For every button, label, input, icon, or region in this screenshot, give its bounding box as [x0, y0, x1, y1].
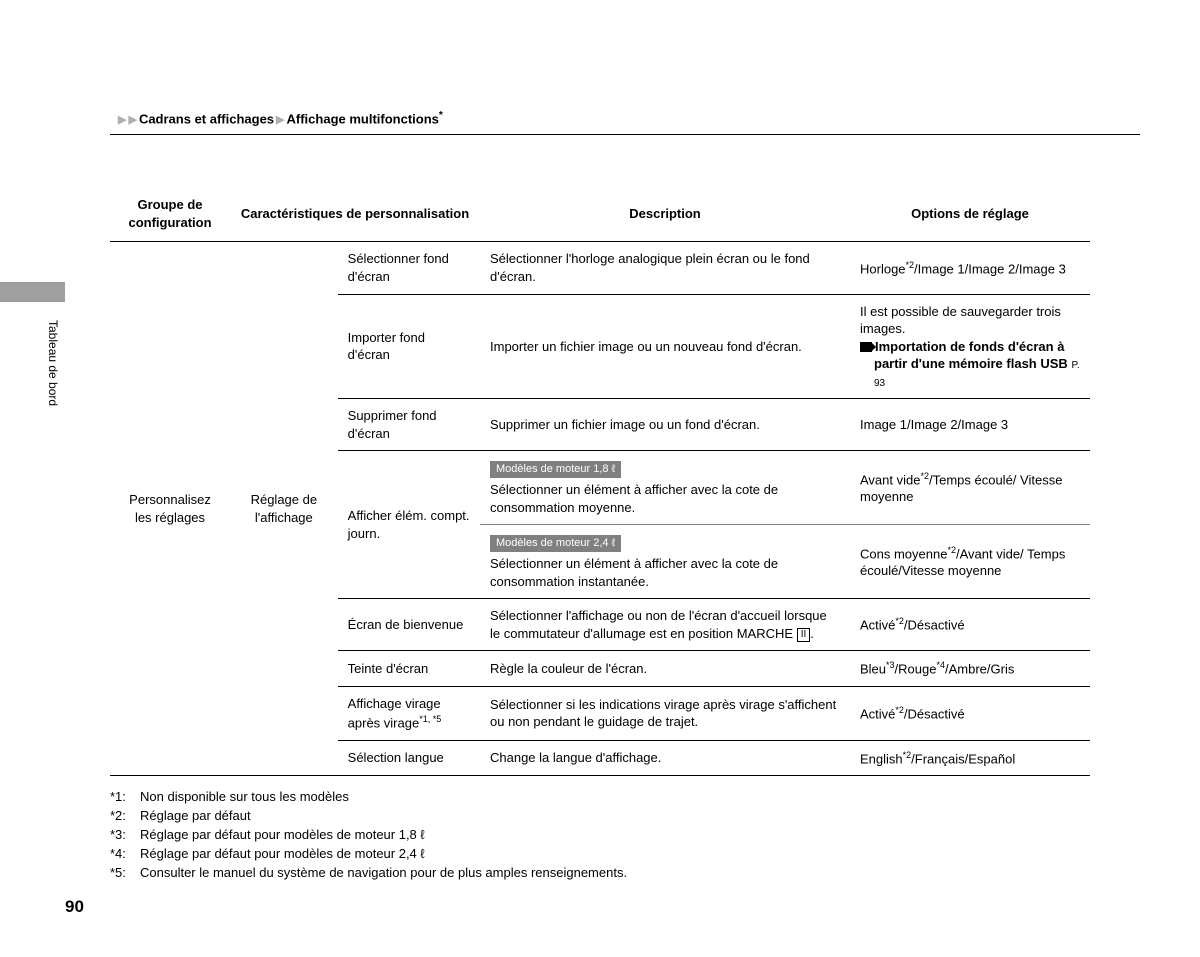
side-tab-highlight: [0, 282, 65, 302]
opt-cell: Bleu*3/Rouge*4/Ambre/Gris: [850, 651, 1090, 687]
footnote-text: Réglage par défaut pour modèles de moteu…: [140, 826, 425, 845]
page-content: ▶▶Cadrans et affichages▶Affichage multif…: [0, 0, 1200, 957]
breadcrumb-arrow-icon: ▶: [128, 114, 136, 126]
opt-text: English: [860, 751, 903, 766]
item-cell: Importer fond d'écran: [338, 294, 480, 399]
opt-text: Il est possible de sauvegarder trois ima…: [860, 303, 1080, 338]
desc-cell: Règle la couleur de l'écran.: [480, 651, 850, 687]
footnote-text: Réglage par défaut: [140, 807, 251, 826]
item-cell: Sélection langue: [338, 740, 480, 776]
footnote: *1:Non disponible sur tous les modèles: [110, 788, 1140, 807]
opt-cell: Image 1/Image 2/Image 3: [850, 399, 1090, 451]
desc-cell: Sélectionner l'horloge analogique plein …: [480, 242, 850, 294]
opt-sup: *4: [936, 660, 945, 670]
table-row: Personnalisez les réglages Réglage de l'…: [110, 242, 1090, 294]
desc-text: Sélectionner un élément à afficher avec …: [490, 482, 778, 515]
breadcrumb-arrow-icon: ▶: [276, 114, 284, 126]
col-header-group: Groupe de configuration: [110, 190, 230, 242]
engine-tag: Modèles de moteur 1,8 ℓ: [490, 461, 621, 478]
opt-sup: *2: [895, 616, 904, 626]
opt-sup: *2: [895, 705, 904, 715]
desc-cell: Sélectionner l'affichage ou non de l'écr…: [480, 599, 850, 651]
opt-text: /Désactivé: [904, 706, 965, 721]
opt-bold: Importation de fonds d'écran à partir d'…: [874, 339, 1068, 372]
opt-cell: Horloge*2/Image 1/Image 2/Image 3: [850, 242, 1090, 294]
opt-text: Activé: [860, 618, 895, 633]
desc-text: .: [810, 626, 814, 641]
opt-cell: Avant vide*2/Temps écoulé/ Vitesse moyen…: [850, 451, 1090, 525]
engine-tag: Modèles de moteur 2,4 ℓ: [490, 535, 621, 552]
opt-sup: *2: [906, 260, 915, 270]
settings-table: Groupe de configuration Caractéristiques…: [110, 190, 1090, 776]
desc-cell: Supprimer un fichier image ou un fond d'…: [480, 399, 850, 451]
opt-cell: Il est possible de sauvegarder trois ima…: [850, 294, 1090, 399]
opt-text: Activé: [860, 706, 895, 721]
feature-cell: Réglage de l'affichage: [230, 242, 338, 776]
item-cell: Afficher élém. compt. journ.: [338, 451, 480, 599]
opt-sup: *2: [947, 545, 956, 555]
col-header-desc: Description: [480, 190, 850, 242]
breadcrumb-segment: Affichage multifonctions: [287, 111, 439, 126]
footnote-text: Non disponible sur tous les modèles: [140, 788, 349, 807]
item-cell: Affichage virage après virage*1, *5: [338, 687, 480, 740]
opt-cell: English*2/Français/Español: [850, 740, 1090, 776]
opt-sup: *2: [920, 471, 929, 481]
breadcrumb-arrow-icon: ▶: [118, 114, 126, 126]
table-header-row: Groupe de configuration Caractéristiques…: [110, 190, 1090, 242]
desc-cell: Sélectionner si les indications virage a…: [480, 687, 850, 740]
side-tab-label: Tableau de bord: [46, 320, 60, 406]
desc-text: Sélectionner un élément à afficher avec …: [490, 556, 778, 589]
opt-text: /Ambre/Gris: [945, 662, 1014, 677]
desc-cell: Modèles de moteur 2,4 ℓ Sélectionner un …: [480, 525, 850, 599]
footnotes: *1:Non disponible sur tous les modèles *…: [110, 788, 1140, 882]
breadcrumb: ▶▶Cadrans et affichages▶Affichage multif…: [118, 110, 1140, 126]
opt-text: /Rouge: [895, 662, 937, 677]
opt-cell: Activé*2/Désactivé: [850, 599, 1090, 651]
breadcrumb-segment: Cadrans et affichages: [139, 111, 274, 126]
footnote: *5:Consulter le manuel du système de nav…: [110, 864, 1140, 883]
opt-text: Cons moyenne: [860, 546, 947, 561]
footnote-label: *3:: [110, 826, 140, 845]
opt-text: Bleu: [860, 662, 886, 677]
desc-cell: Modèles de moteur 1,8 ℓ Sélectionner un …: [480, 451, 850, 525]
opt-cell: Cons moyenne*2/Avant vide/ Temps écoulé/…: [850, 525, 1090, 599]
header-rule: [110, 134, 1140, 135]
breadcrumb-asterisk: *: [439, 110, 443, 121]
footnote: *3:Réglage par défaut pour modèles de mo…: [110, 826, 1140, 845]
item-cell: Écran de bienvenue: [338, 599, 480, 651]
footnote-text: Consulter le manuel du système de naviga…: [140, 864, 627, 883]
opt-text: /Français/Español: [911, 751, 1015, 766]
opt-text: Horloge: [860, 261, 906, 276]
cross-reference-icon: [860, 342, 872, 352]
item-cell: Supprimer fond d'écran: [338, 399, 480, 451]
desc-cell: Change la langue d'affichage.: [480, 740, 850, 776]
opt-sup: *2: [903, 750, 912, 760]
opt-text: /Image 1/Image 2/Image 3: [914, 261, 1066, 276]
ignition-position-icon: II: [797, 628, 811, 642]
opt-cell: Activé*2/Désactivé: [850, 687, 1090, 740]
footnote: *2:Réglage par défaut: [110, 807, 1140, 826]
footnote: *4:Réglage par défaut pour modèles de mo…: [110, 845, 1140, 864]
footnote-label: *2:: [110, 807, 140, 826]
page-number: 90: [65, 897, 1140, 917]
col-header-opt: Options de réglage: [850, 190, 1090, 242]
footnote-label: *1:: [110, 788, 140, 807]
col-header-feature: Caractéristiques de personnalisation: [230, 190, 480, 242]
opt-sup: *3: [886, 660, 895, 670]
footnote-label: *4:: [110, 845, 140, 864]
item-cell: Teinte d'écran: [338, 651, 480, 687]
footnote-label: *5:: [110, 864, 140, 883]
footnote-text: Réglage par défaut pour modèles de moteu…: [140, 845, 425, 864]
desc-text: Sélectionner l'affichage ou non de l'écr…: [490, 608, 827, 641]
desc-cell: Importer un fichier image ou un nouveau …: [480, 294, 850, 399]
item-sup: *1, *5: [419, 714, 441, 724]
opt-text: Avant vide: [860, 472, 920, 487]
group-cell: Personnalisez les réglages: [110, 242, 230, 776]
item-cell: Sélectionner fond d'écran: [338, 242, 480, 294]
opt-text: /Désactivé: [904, 618, 965, 633]
